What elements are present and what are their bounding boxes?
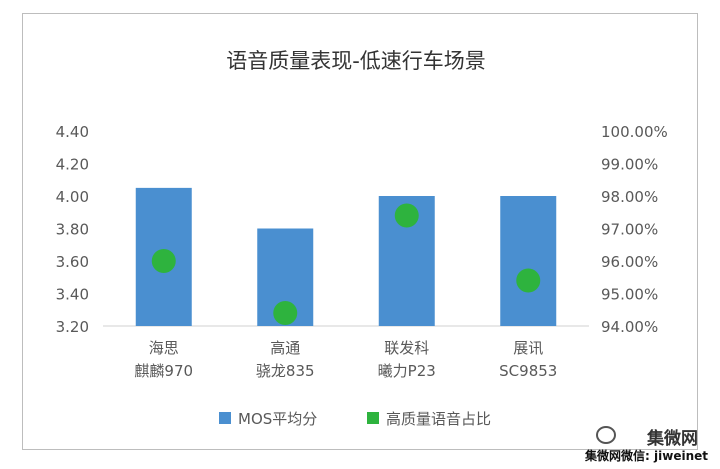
y-left-tick-label: 4.20 [56,156,89,174]
x-tick-label: SC9853 [499,362,557,380]
x-tick-label: 联发科 [384,339,429,357]
point-hq-ratio-3 [516,268,541,293]
y-left-tick-label: 4.40 [56,123,89,141]
y-right-tick-label: 99.00% [601,156,658,174]
y-right-tick-label: 98.00% [601,188,658,206]
y-right-tick-label: 94.00% [601,318,658,336]
legend-label-hq-ratio: 高质量语音占比 [386,410,491,428]
point-hq-ratio-1 [273,301,298,325]
chart-title: 语音质量表现-低速行车场景 [226,49,486,73]
y-right-tick-label: 100.00% [601,123,668,141]
point-hq-ratio-2 [394,203,419,228]
chart: 语音质量表现-低速行车场景 3.20 3.40 3.60 3.80 4.00 4.20 4.4… [56,49,668,428]
legend-swatch-hq-ratio [367,412,379,424]
x-tick-label: 曦力P23 [378,362,436,380]
legend-swatch-mos [219,412,231,424]
y-left-tick-label: 3.20 [56,318,89,336]
x-tick-label: 麒麟970 [134,362,193,380]
y-left-tick-label: 3.80 [56,221,89,239]
y-left-tick-label: 3.60 [56,253,89,271]
x-tick-label: 海思 [149,339,179,357]
x-tick-label: 高通 [270,339,300,357]
y-left-tick-label: 3.40 [56,286,89,304]
y-right-tick-label: 96.00% [601,253,658,271]
legend-label-mos: MOS平均分 [238,410,317,428]
watermark-wechat-id: 集微网微信: jiweinet [585,449,708,463]
point-hq-ratio-0 [151,249,176,273]
chart-frame: 语音质量表现-低速行车场景 3.20 3.40 3.60 3.80 4.00 4.20 4.4… [22,13,698,450]
x-tick-label: 骁龙835 [256,362,315,380]
wechat-icon [596,426,616,444]
bar-mos-3 [500,196,557,326]
y-right-tick-label: 95.00% [601,286,658,304]
y-left-tick-label: 4.00 [56,188,89,206]
x-tick-label: 展讯 [513,339,543,357]
y-right-tick-label: 97.00% [601,221,658,239]
watermark-logo: 集微网 [647,429,698,449]
